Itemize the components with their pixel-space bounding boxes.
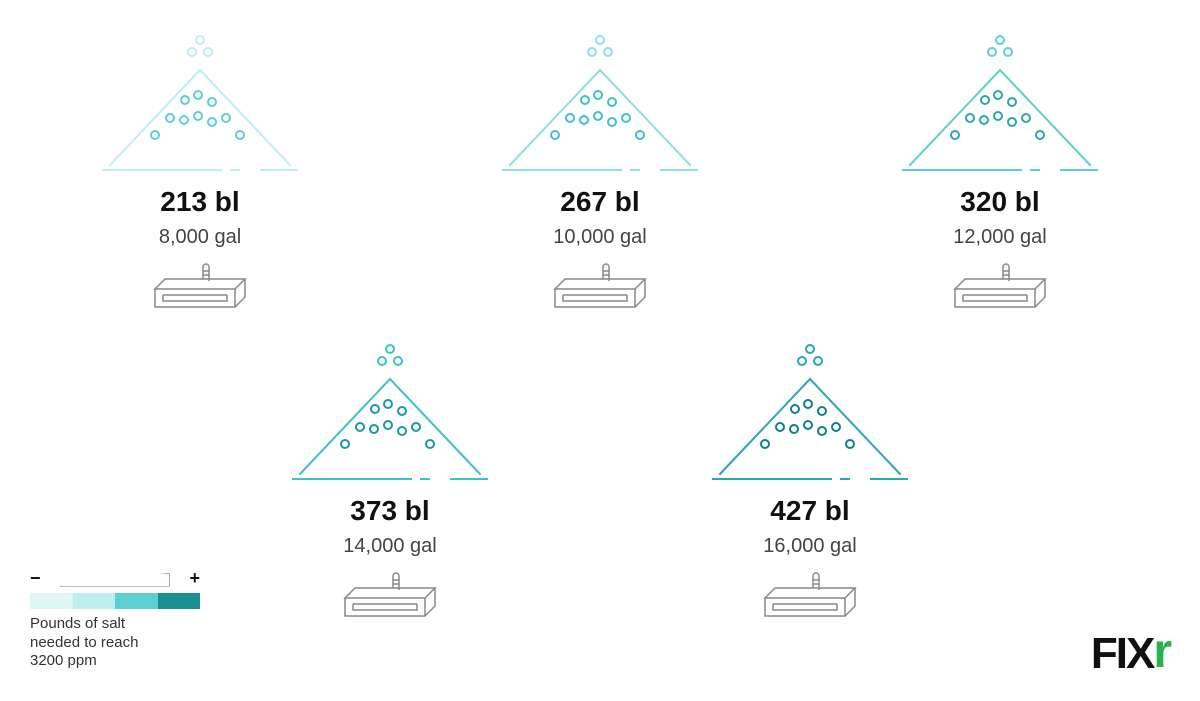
- legend-caption: Pounds of salt needed to reach 3200 ppm: [30, 615, 200, 671]
- pool-icon: [335, 568, 445, 628]
- pool-icon: [755, 568, 865, 628]
- legend-scale-indicator: − +: [30, 567, 200, 589]
- salt-item-3: 320 bl 12,000 gal: [860, 30, 1140, 319]
- salt-pile-icon: [880, 30, 1120, 180]
- logo-fix: FIX: [1091, 629, 1153, 679]
- legend-color-bar: [30, 593, 200, 609]
- salt-item-2: 267 bl 10,000 gal: [460, 30, 740, 319]
- salt-value: 373 bl: [350, 495, 429, 527]
- logo-r: r: [1153, 624, 1170, 679]
- salt-pile-icon: [80, 30, 320, 180]
- gallons-value: 10,000 gal: [553, 226, 646, 249]
- salt-item-5: 427 bl 16,000 gal: [670, 339, 950, 628]
- salt-value: 320 bl: [960, 186, 1039, 218]
- salt-pile-icon: [480, 30, 720, 180]
- salt-value: 267 bl: [560, 186, 639, 218]
- salt-value: 427 bl: [770, 495, 849, 527]
- row-top: 213 bl 8,000 gal: [0, 0, 1200, 319]
- legend: − + Pounds of salt needed to reach 3200 …: [30, 567, 200, 671]
- legend-minus: −: [30, 568, 41, 589]
- salt-pile-icon: [690, 339, 930, 489]
- fixr-logo: FIXr: [1091, 626, 1170, 681]
- gallons-value: 16,000 gal: [763, 535, 856, 558]
- salt-item-1: 213 bl 8,000 gal: [60, 30, 340, 319]
- legend-swatch-1: [30, 593, 73, 609]
- wedge-icon: [60, 573, 170, 587]
- legend-swatch-3: [115, 593, 158, 609]
- legend-swatch-4: [158, 593, 201, 609]
- legend-plus: +: [189, 568, 200, 589]
- legend-swatch-2: [73, 593, 116, 609]
- gallons-value: 8,000 gal: [159, 226, 241, 249]
- salt-value: 213 bl: [160, 186, 239, 218]
- pool-icon: [945, 259, 1055, 319]
- salt-pile-icon: [270, 339, 510, 489]
- salt-item-4: 373 bl 14,000 gal: [250, 339, 530, 628]
- pool-icon: [545, 259, 655, 319]
- pool-icon: [145, 259, 255, 319]
- gallons-value: 14,000 gal: [343, 535, 436, 558]
- gallons-value: 12,000 gal: [953, 226, 1046, 249]
